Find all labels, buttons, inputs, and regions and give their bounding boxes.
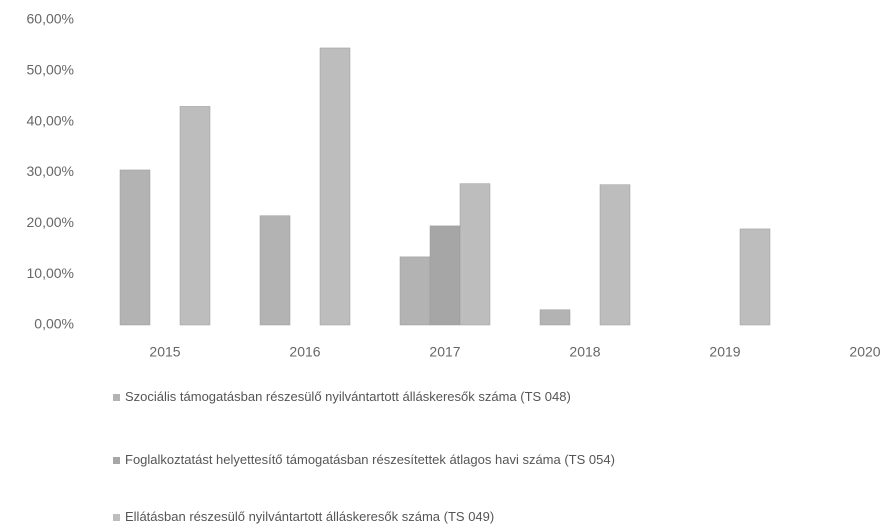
bar: [429, 225, 461, 326]
legend-label: Ellátásban részesülő nyilvántartott állá…: [125, 509, 495, 524]
bar: [119, 169, 151, 326]
y-tick-label: 0,00%: [34, 316, 74, 332]
bar: [599, 184, 631, 326]
y-tick-label: 10,00%: [27, 265, 74, 281]
legend-entry: Foglalkoztatást helyettesítő támogatásba…: [113, 452, 733, 468]
y-tick-label: 40,00%: [27, 112, 74, 128]
bar: [259, 215, 291, 326]
legend-label: Szociális támogatásban részesülő nyilván…: [125, 389, 571, 404]
legend-swatch: [113, 514, 120, 521]
x-tick-label: 2020: [849, 344, 880, 360]
bar: [539, 309, 571, 326]
legend-entry: Ellátásban részesülő nyilvántartott állá…: [113, 509, 733, 525]
y-tick-label: 60,00%: [27, 11, 74, 27]
y-tick-label: 20,00%: [27, 214, 74, 230]
bar: [319, 47, 351, 326]
x-tick-label: 2019: [709, 344, 740, 360]
chart: 0,00% 10,00% 20,00% 30,00% 40,00% 50,00% 60,00…: [27, 11, 881, 360]
x-tick-label: 2016: [289, 344, 320, 360]
legend-swatch: [113, 457, 120, 464]
bar: [179, 106, 211, 326]
bar: [459, 183, 491, 326]
y-tick-label: 30,00%: [27, 163, 74, 179]
legend-swatch: [113, 394, 120, 401]
x-tick-label: 2017: [429, 344, 460, 360]
x-tick-label: 2018: [569, 344, 600, 360]
legend-entry: Szociális támogatásban részesülő nyilván…: [113, 389, 733, 405]
x-tick-label: 2015: [149, 344, 180, 360]
legend-label: Foglalkoztatást helyettesítő támogatásba…: [125, 452, 615, 467]
y-tick-label: 50,00%: [27, 62, 74, 78]
bar: [739, 228, 771, 326]
bar: [399, 256, 431, 326]
